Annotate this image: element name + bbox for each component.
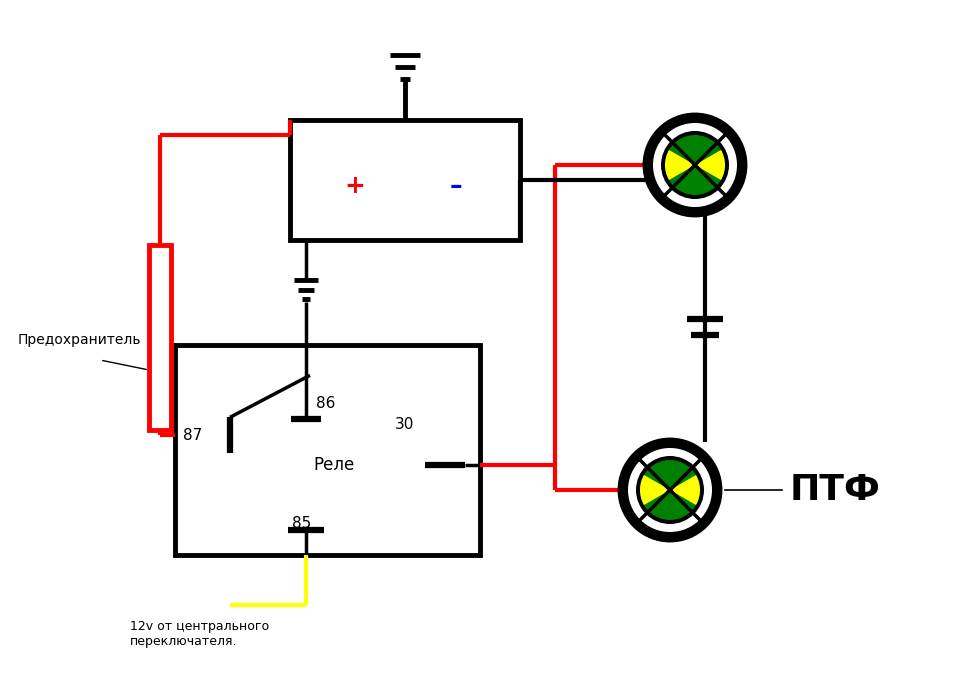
Circle shape [628, 448, 712, 532]
Circle shape [636, 456, 704, 524]
Bar [175, 345, 480, 555]
Bar [149, 245, 171, 430]
Text: Предохранитель: Предохранитель [18, 333, 141, 347]
Circle shape [653, 123, 737, 207]
Circle shape [620, 440, 720, 540]
Circle shape [661, 131, 729, 199]
Text: 12v от центрального
переключателя.: 12v от центрального переключателя. [130, 620, 269, 648]
Wedge shape [695, 150, 725, 180]
Text: 87: 87 [183, 428, 203, 443]
Circle shape [640, 460, 700, 520]
Bar [290, 120, 520, 240]
Text: 85: 85 [292, 516, 311, 531]
Circle shape [665, 135, 725, 195]
Circle shape [645, 115, 745, 215]
Text: 30: 30 [395, 417, 414, 432]
Wedge shape [665, 150, 695, 180]
Text: +: + [344, 174, 365, 198]
Text: –: – [449, 174, 462, 198]
Wedge shape [640, 475, 670, 505]
Text: 86: 86 [316, 396, 336, 412]
Wedge shape [670, 475, 700, 505]
Text: Реле: Реле [313, 456, 354, 474]
Text: ПТФ: ПТФ [790, 473, 881, 507]
